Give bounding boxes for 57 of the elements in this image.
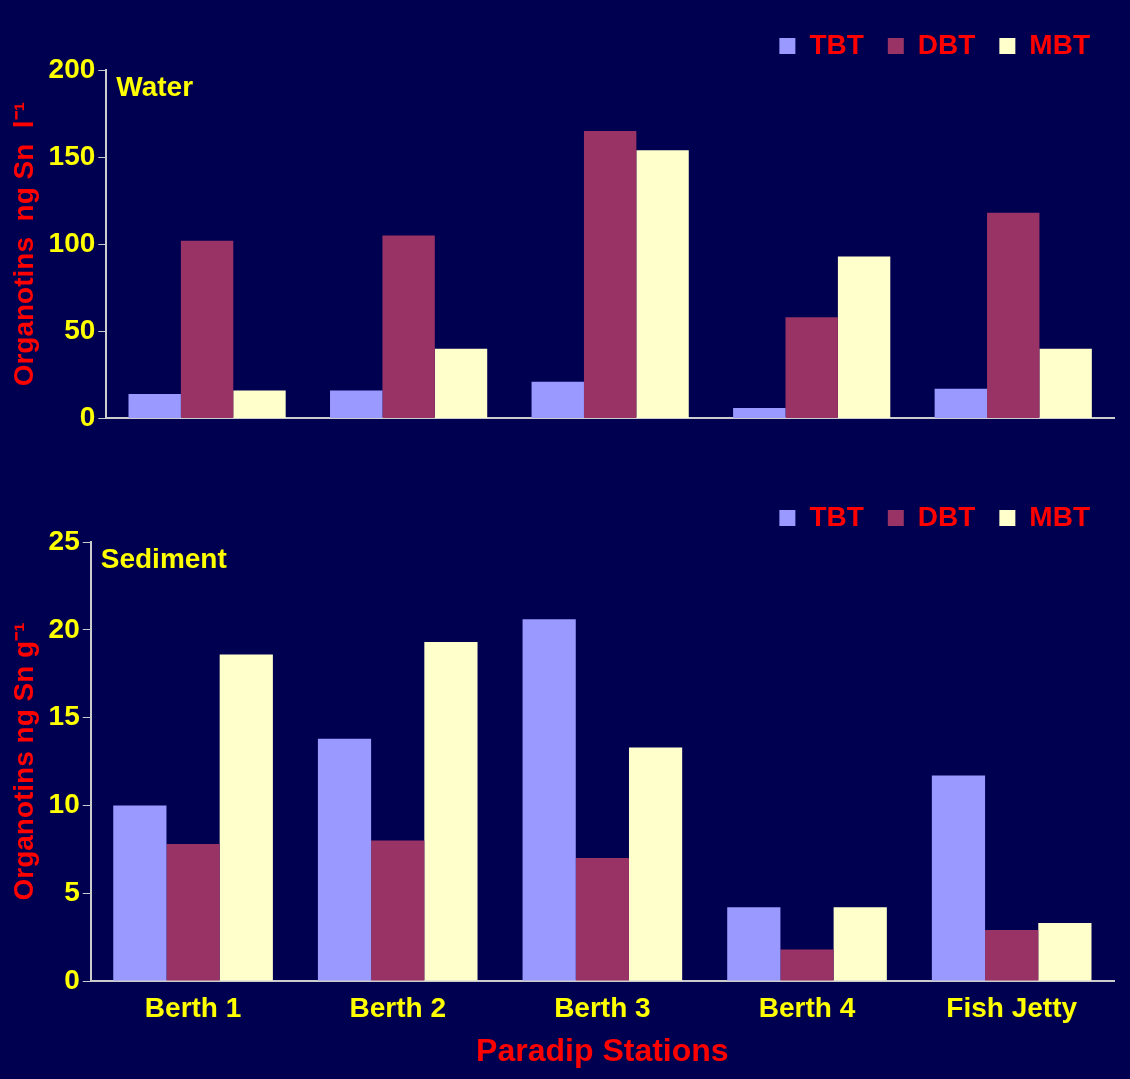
bar	[733, 407, 786, 418]
bar	[424, 642, 478, 981]
y-tick-label: 200	[48, 52, 96, 84]
x-tick-label: Berth 1	[144, 991, 242, 1023]
bar	[575, 858, 629, 981]
legend-label: TBT	[809, 28, 864, 60]
y-tick-label: 50	[64, 314, 96, 346]
legend-label: DBT	[917, 28, 976, 60]
bar	[113, 805, 167, 981]
y-tick-label: 15	[48, 700, 80, 732]
legend-label: MBT	[1029, 500, 1091, 532]
y-tick-label: 100	[48, 226, 96, 258]
bar	[780, 949, 834, 981]
x-tick-label: Berth 3	[554, 991, 651, 1023]
bar	[166, 844, 220, 981]
y-axis-title: Organotins ng Sn g⁻¹	[7, 622, 39, 901]
bar	[522, 619, 576, 981]
bar	[833, 907, 887, 981]
bar	[837, 256, 891, 418]
bar	[128, 394, 181, 418]
bar	[636, 150, 689, 418]
bar	[233, 390, 286, 418]
x-tick-label: Berth 2	[349, 991, 446, 1023]
bar	[1038, 923, 1092, 981]
bar	[180, 240, 234, 418]
x-tick-label: Fish Jetty	[946, 991, 1078, 1023]
y-axis-title: Organotins ng Sn l⁻¹	[7, 102, 39, 387]
legend-label: MBT	[1029, 28, 1091, 60]
chart-title: Water	[116, 70, 194, 102]
legend-label: DBT	[917, 500, 976, 532]
y-tick-label: 150	[48, 139, 96, 171]
y-tick-label: 20	[48, 612, 80, 644]
bar	[219, 654, 273, 981]
y-tick-label: 0	[64, 963, 80, 995]
chart-title: Sediment	[100, 542, 227, 574]
bar	[317, 738, 372, 981]
bar	[382, 235, 435, 418]
bar	[330, 390, 383, 418]
bar	[727, 907, 781, 981]
bar	[934, 388, 988, 418]
y-tick-label: 25	[48, 524, 80, 556]
bar	[785, 317, 838, 418]
bar	[985, 930, 1039, 981]
bar	[434, 348, 488, 418]
legend-label: TBT	[809, 500, 864, 532]
x-axis-title: Paradip Stations	[476, 1031, 729, 1068]
bar	[583, 130, 637, 418]
bar	[1039, 348, 1092, 418]
bar	[628, 747, 683, 981]
bar	[987, 212, 1040, 418]
bar	[531, 381, 584, 418]
y-tick-label: 10	[48, 788, 80, 820]
x-tick-label: Berth 4	[758, 991, 856, 1023]
bar	[931, 775, 986, 981]
bar	[371, 840, 425, 981]
y-tick-label: 0	[79, 401, 96, 433]
y-tick-label: 5	[64, 875, 80, 907]
